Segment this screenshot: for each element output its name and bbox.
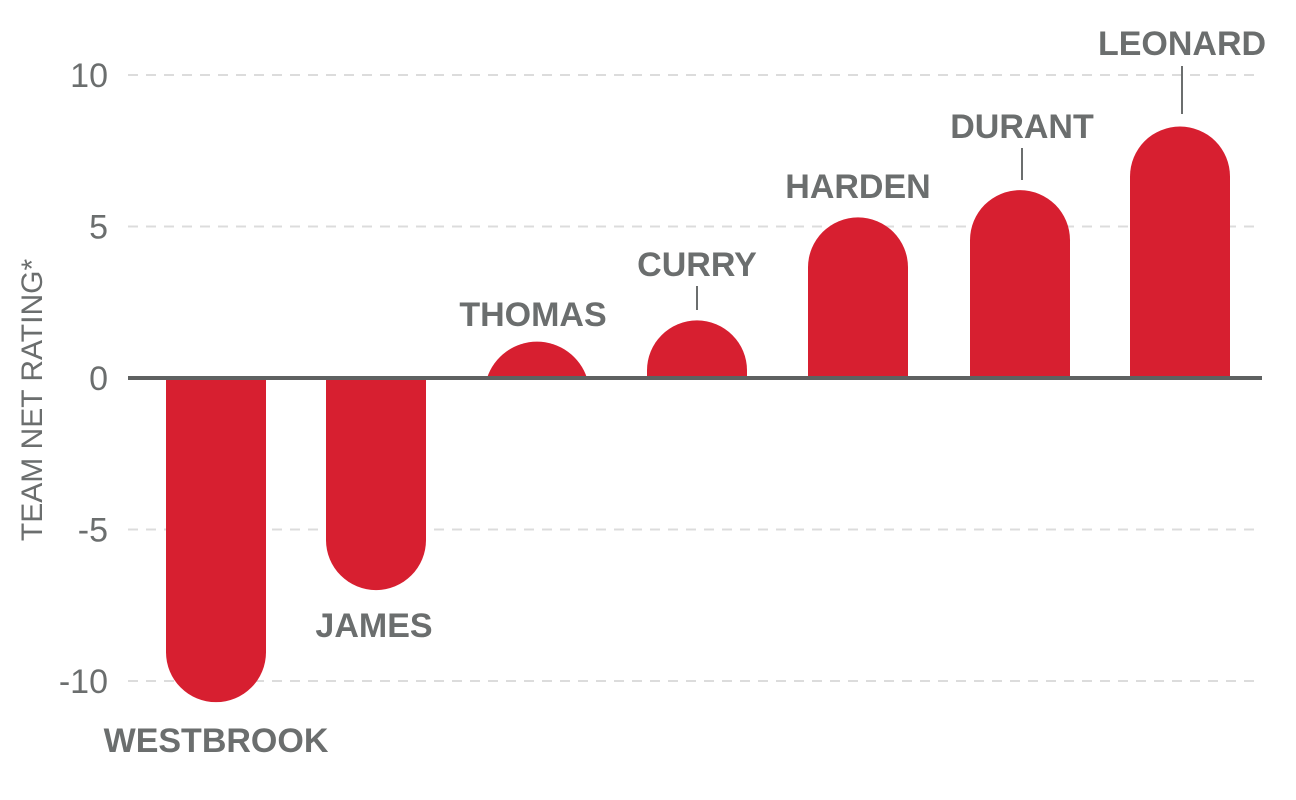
bar-label-james: JAMES: [315, 607, 432, 645]
bar-label-harden: HARDEN: [785, 168, 930, 206]
bar-durant: [970, 190, 1070, 378]
y-tick-label: -10: [59, 663, 108, 701]
y-axis-ticks: 10 5 0 -5 -10: [59, 57, 108, 701]
bars: [166, 126, 1230, 703]
bar-curry: [647, 320, 747, 378]
bar-leonard: [1130, 126, 1230, 379]
y-axis-label: TEAM NET RATING*: [16, 259, 49, 542]
y-tick-label: -5: [78, 512, 108, 550]
bar-thomas: [487, 341, 587, 378]
bar-westbrook: [166, 378, 266, 703]
bar-label-curry: CURRY: [637, 246, 757, 284]
bar-label-thomas: THOMAS: [459, 296, 606, 334]
bar-label-westbrook: WESTBROOK: [104, 722, 329, 760]
y-tick-label: 5: [89, 209, 108, 247]
bar-label-leonard: LEONARD: [1098, 25, 1266, 63]
bar-label-durant: DURANT: [950, 108, 1094, 146]
gridlines: [128, 74, 1262, 682]
y-tick-label: 0: [89, 360, 108, 398]
y-tick-label: 10: [70, 57, 108, 95]
bar-harden: [808, 217, 908, 378]
bar-james: [326, 378, 426, 591]
bar-labels: WESTBROOK JAMES THOMAS CURRY HARDEN DURANT LEO…: [104, 25, 1266, 760]
